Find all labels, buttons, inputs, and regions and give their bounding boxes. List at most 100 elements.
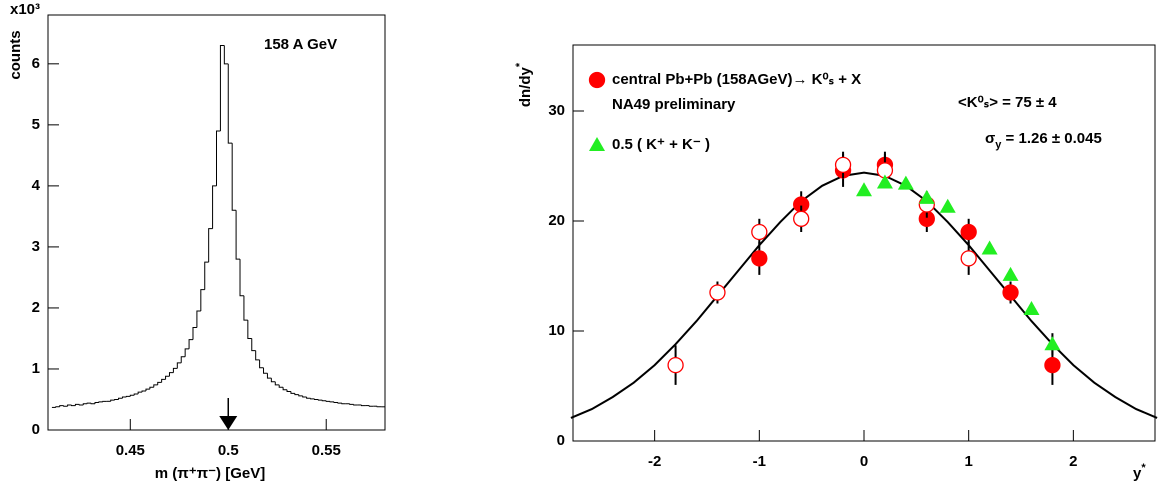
y-tick-label: 4 [32,177,41,194]
histogram-bin [239,259,244,297]
data-point [793,210,810,227]
annotation: <K⁰ₛ> = 75 ± 4 [958,94,1057,111]
histogram-bin [286,389,291,393]
histogram-bin [204,261,209,290]
data-point [751,250,768,267]
histogram-bin [368,405,374,407]
histogram-bin [325,400,331,402]
y-multiplier: x10³ [10,1,40,18]
histogram-bin [74,403,80,406]
label-part: * [1141,462,1146,474]
data-point [918,189,935,204]
histogram-bin [86,402,92,404]
x-tick-label: 0.55 [312,442,341,459]
data-point [834,156,852,174]
y-tick-label: 10 [548,322,565,339]
histogram-bin [168,372,174,377]
histogram-bin [376,406,382,408]
histogram-bin [298,394,303,397]
histogram-bin [259,359,264,369]
histogram-bin [219,45,225,131]
histogram-bin [251,338,256,352]
histogram-bin [212,185,217,229]
histogram-bin [255,350,260,361]
legend-label: 0.5 ( K⁺ + K⁻ ) [612,136,710,153]
label-part: * [514,62,526,67]
histogram-bin [227,63,233,144]
histogram-bin [341,403,346,405]
histogram-bin [353,404,358,406]
data-point [897,175,914,190]
y-tick-label: 3 [32,238,40,255]
histogram-bin [302,395,307,398]
histogram-bin [223,45,229,65]
fit-curve [570,171,1158,419]
histogram-bin [59,405,64,407]
histogram-bin [192,326,197,340]
histogram-bin [247,320,252,339]
histogram-bin [94,402,99,404]
y-tick-label: 1 [32,360,40,377]
histogram-bin [278,384,284,388]
y-tick-label: 20 [548,212,565,229]
legend-label: central Pb+Pb (158AGeV)→ K⁰ₛ + X [612,71,861,88]
histogram-bin [349,403,354,405]
histogram-bin [329,401,335,403]
histogram-bin [263,367,268,374]
annotation: NA49 preliminary [612,96,736,113]
x-tick-label: -1 [753,453,766,470]
histogram-bin [184,348,190,357]
y-tick-label: 2 [32,299,40,316]
histogram-bin [188,339,193,349]
plot-frame [47,14,386,431]
x-tick-label: 0.5 [218,442,239,459]
label: dn/dy* [514,62,534,107]
histogram-bin [141,390,146,393]
histogram-bin [176,362,182,369]
data-point [1044,356,1061,374]
legend-symbol [588,71,606,89]
data-point [876,174,893,189]
data-point [939,198,956,213]
histogram-bin [196,310,201,328]
label-part: σ [985,130,995,147]
histogram-bin [294,393,299,396]
data-point [1002,284,1019,301]
histogram-bin [172,367,178,373]
histogram-bin [125,395,131,398]
x-tick-label: 1 [965,453,973,470]
histogram-bin [306,397,311,399]
data-point [751,223,768,241]
histogram-bin [216,130,221,186]
data-point [1044,336,1061,351]
y-tick-label: 5 [32,116,40,133]
label-part: dn/dy [517,66,534,107]
data-point [667,356,684,374]
label-part: = 1.26 ± 0.045 [1001,130,1101,147]
histogram-bin [121,396,127,399]
label-part: y [1133,465,1142,482]
legend-symbol [589,137,605,151]
histogram-bin [231,143,237,211]
histogram-bin [243,295,248,321]
histogram-bin [133,393,139,396]
data-point [960,223,977,241]
histogram-bin [270,378,276,383]
histogram-bin [118,397,123,400]
y-axis-label: counts [7,30,24,79]
data-point [856,182,872,197]
x-tick-label: 0.45 [116,442,145,459]
data-point [1023,301,1040,315]
histogram-bin [321,400,327,402]
marker-arrow-head [219,416,238,430]
histogram-bin [313,398,319,400]
histogram-bin [110,399,115,402]
data-point [709,284,726,301]
histogram-bin [78,404,84,406]
histogram-bin [317,399,323,401]
histogram-bin [266,373,272,379]
histogram-bin [114,398,119,401]
histogram-bin [208,228,213,263]
x-tick-label: 2 [1069,453,1077,470]
data-point [960,250,977,267]
